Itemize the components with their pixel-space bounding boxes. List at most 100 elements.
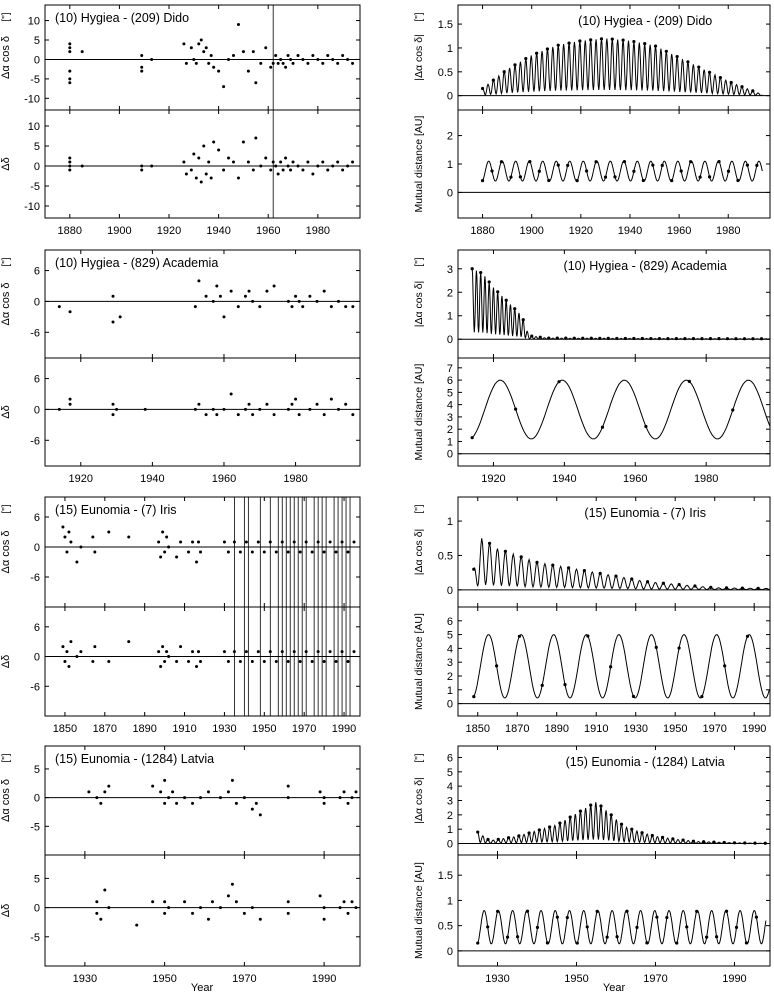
chart-3-bottom-point-16 [247,402,251,406]
chart-7-bottom-xtick-label-0: 1930 [73,973,97,985]
chart-2-top-ytick-label-1: 0.5 [438,67,453,79]
chart-2-top-obs-8 [567,41,571,45]
chart-4-bottom-obs-2 [557,380,561,384]
chart-7-bottom-ylabel: Δδ [0,904,12,917]
chart-5-top-point-22 [197,540,201,544]
chart-3-bottom-point-18 [258,407,262,411]
chart-2-title: (10) Hygiea - (209) Dido [578,14,712,28]
chart-4-top-obs-10 [555,336,559,340]
chart-5-top-point-15 [165,535,169,539]
chart-8-bottom-obs-5 [525,909,530,913]
chart-6-bottom-ytick-label-5: 5 [447,630,453,642]
chart-6-bottom-xtick-label-6: 1970 [702,723,726,735]
chart-5-bottom-point-17 [175,660,179,663]
chart-1-top-ytick-label-0: 10 [28,16,40,28]
chart-3-top-point-0 [57,305,61,309]
chart-5-bottom-point-18 [179,645,183,649]
chart-5-top-point-2 [65,550,69,554]
chart-1-bottom-point-17 [207,160,211,164]
chart-4-bottom-xtick-label-3: 1980 [694,473,718,485]
chart-5-top-marks [61,525,356,564]
chart-7-top-point-9 [167,796,171,800]
chart-2-bottom-obs-13 [603,175,608,179]
chart-3-top-point-2 [111,294,115,298]
chart-8-top-ytick-label-0: 0 [447,839,453,851]
chart-5-bottom-point-28 [244,650,248,654]
chart-3-top-point-10 [218,294,222,298]
chart-2-bottom-obs-4 [518,175,523,179]
chart-4-top-ytick-label-0: 0 [447,334,453,346]
chart-6-bottom-xtick-label-3: 1910 [584,723,608,735]
chart-3-bottom-xtick-label-2: 1960 [212,473,236,485]
chart-8-top-obs-10 [578,809,583,813]
chart-3-top-ylabel: Δα cos δ [0,282,12,325]
chart-1-top-point-41 [286,54,290,58]
chart-3-bottom-point-27 [322,413,326,417]
chart-7-bottom-point-27 [338,906,342,910]
chart-1-bottom-point-19 [212,140,216,144]
chart-4-bottom-obs-3 [600,425,605,429]
chart-5-top-point-3 [67,530,71,534]
chart-7-bottom-point-6 [151,900,155,904]
chart-5-bottom-point-41 [322,660,326,663]
chart-2-top-obs-11 [599,37,604,41]
chart-4-top-obs-30 [725,337,730,341]
chart-1-top-ytick-label-3: -5 [30,74,40,86]
chart-2-bottom-frame [457,109,771,219]
chart-1-bottom-point-20 [217,148,221,152]
chart-8-top-marks [476,802,767,845]
chart-6-bottom-series-line [473,634,770,699]
chart-5-bottom-xtick-label-1: 1870 [93,723,117,735]
chart-2-bottom-obs-27 [736,178,740,183]
chart-2-bottom-obs-15 [622,160,627,164]
chart-7-bottom-point-10 [183,900,187,904]
chart-1: 10 5 0 -5 -10 Δα cos δ ["] 10 5 0 -5 -10 1880 1900 192… [0,4,361,237]
chart-1-top-point-51 [331,57,335,61]
chart-5-top-point-17 [175,555,179,559]
chart-6-top-obs-14 [693,584,697,588]
chart-5-bottom-point-2 [65,650,69,654]
chart-3-bottom-point-31 [351,413,355,417]
chart-3-top-point-21 [290,305,294,309]
chart-4-top-obs-0 [470,267,474,271]
chart-2-bottom-ytick-label-1: 1 [447,159,453,171]
chart-8-bottom-obs-26 [734,925,739,929]
chart-7-top-point-21 [250,807,254,811]
chart-2-top-series-line [482,38,763,97]
chart-7-top-point-33 [354,790,358,794]
chart-1-bottom-point-43 [306,160,310,164]
chart-6-top-obs-5 [551,563,555,567]
chart-8-bottom-obs-0 [476,941,480,945]
chart-7-bottom-point-25 [322,917,326,921]
chart-7-top-point-22 [254,801,258,805]
chart-5-title: (15) Eunomia - (7) Iris [55,503,177,517]
chart-8-top-obs-18 [660,835,665,839]
chart-5-top-point-46 [352,540,356,544]
chart-5-top-point-7 [91,535,95,539]
chart-8-top-obs-22 [702,840,706,844]
chart-7-bottom-marks [95,882,358,927]
chart-5-bottom-point-29 [250,660,254,663]
chart-7-bottom-point-29 [346,911,350,915]
chart-2-top-obs-13 [621,38,625,42]
chart-2-top-ylabel: |Δα cos δ| [413,34,425,81]
chart-5-top-point-29 [250,550,254,554]
chart-4-top-obs-15 [598,336,602,340]
chart-3-bottom-point-0 [57,407,61,411]
chart-1-bottom-point-39 [289,168,293,172]
chart-1-bottom-point-12 [194,176,198,180]
chart-7-bottom-point-9 [167,906,171,910]
chart-4-bottom-ytick-label-6: 6 [447,375,453,387]
chart-4-top-ytick-label-2: 2 [447,287,453,299]
chart-8-bottom-obs-28 [754,915,759,919]
chart-5-bottom-point-21 [195,664,199,668]
chart-1-bottom-ytick-label-0: 10 [28,121,40,133]
chart-1-bottom-point-9 [184,172,188,176]
chart-6-bottom-obs-11 [723,664,727,668]
chart-5-top-point-10 [127,535,131,539]
chart-2-bottom-series-line [482,160,763,182]
chart-7-top-point-4 [107,784,111,788]
chart-1-top-marks [68,22,355,89]
chart-7-bottom-point-30 [350,900,354,904]
chart-2-top-obs-21 [707,70,712,74]
